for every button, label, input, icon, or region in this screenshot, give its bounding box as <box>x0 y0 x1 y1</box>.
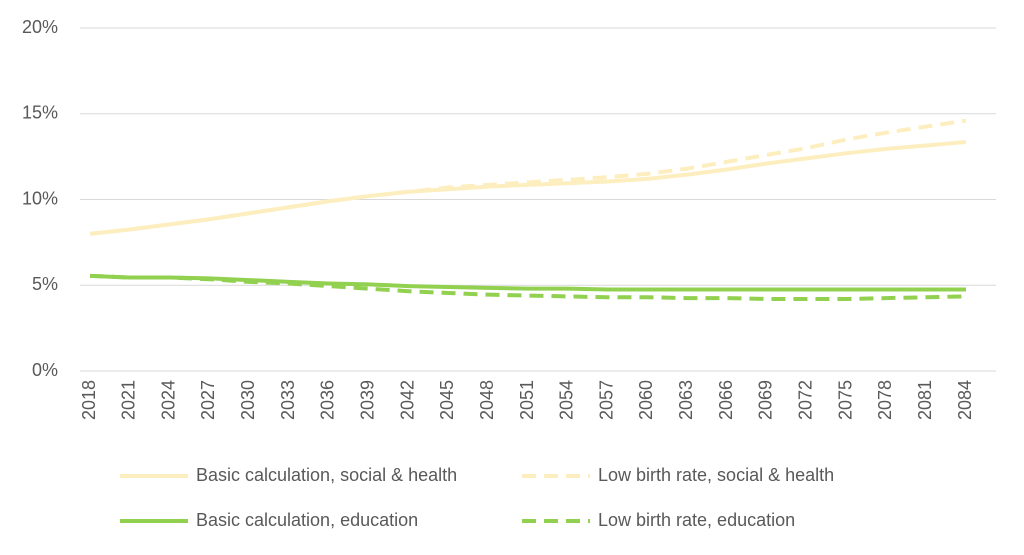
legend-label: Basic calculation, education <box>196 510 418 530</box>
y-tick-label: 20% <box>22 17 58 37</box>
x-tick-label: 2036 <box>318 380 338 420</box>
x-tick-label: 2060 <box>636 380 656 420</box>
line <box>89 118 967 236</box>
line <box>89 140 967 236</box>
y-tick-label: 15% <box>22 103 58 123</box>
x-tick-label: 2054 <box>557 380 577 420</box>
line <box>89 273 967 301</box>
y-tick-label: 5% <box>32 274 58 294</box>
x-tick-label: 2057 <box>596 380 616 420</box>
x-tick-label: 2033 <box>278 380 298 420</box>
x-tick-label: 2045 <box>437 380 457 420</box>
legend-label: Low birth rate, education <box>598 510 795 530</box>
x-tick-label: 2081 <box>915 380 935 420</box>
x-tick-label: 2051 <box>517 380 537 420</box>
y-tick-label: 10% <box>22 188 58 208</box>
y-tick-label: 0% <box>32 360 58 380</box>
legend-label: Basic calculation, social & health <box>196 465 457 485</box>
x-tick-label: 2063 <box>676 380 696 420</box>
x-tick-label: 2069 <box>756 380 776 420</box>
x-tick-label: 2039 <box>357 380 377 420</box>
x-tick-label: 2021 <box>119 380 139 420</box>
x-tick-label: 2030 <box>238 380 258 420</box>
x-tick-label: 2024 <box>158 380 178 420</box>
x-tick-label: 2084 <box>955 380 975 420</box>
x-tick-label: 2048 <box>477 380 497 420</box>
x-tick-label: 2066 <box>716 380 736 420</box>
line <box>89 273 966 292</box>
x-tick-label: 2078 <box>875 380 895 420</box>
x-tick-label: 2027 <box>198 380 218 420</box>
x-tick-label: 2072 <box>795 380 815 420</box>
x-tick-label: 2042 <box>397 380 417 420</box>
x-tick-label: 2018 <box>79 380 99 420</box>
legend-label: Low birth rate, social & health <box>598 465 834 485</box>
x-tick-label: 2075 <box>835 380 855 420</box>
